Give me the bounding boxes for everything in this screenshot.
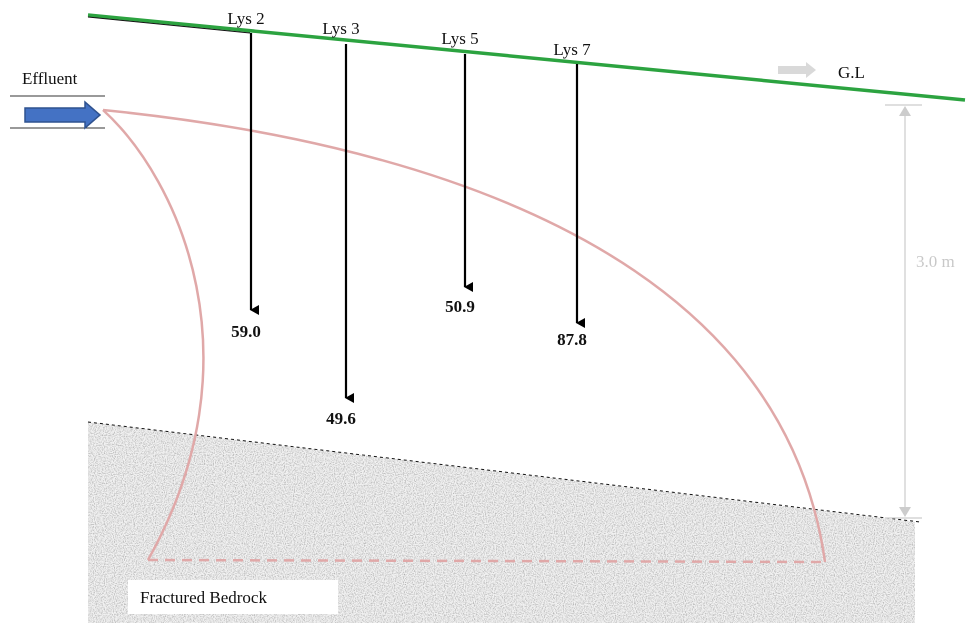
lysimeter-value: 87.8 (557, 330, 587, 349)
lysimeter-value: 49.6 (326, 409, 356, 428)
ground-line (87, 13, 966, 102)
ground-edge (87, 16, 251, 34)
depth-dimension (885, 104, 922, 519)
plume (102, 108, 827, 564)
lysimeter-label: Lys 7 (553, 40, 591, 59)
lysimeter-label: Lys 2 (227, 9, 264, 28)
lysimeter-value: 59.0 (231, 322, 261, 341)
gl-arrow (778, 62, 816, 78)
lysimeter-label: Lys 3 (322, 19, 359, 38)
lysimeter-value: 50.9 (445, 297, 475, 316)
depth-label: 3.0 m (916, 252, 955, 271)
gl-label: G.L (838, 63, 865, 82)
bedrock-label-box (128, 580, 338, 614)
lysimeters: Lys 2 59.0 Lys 3 49.6 Lys 5 50.9 Lys 7 87.8 (227, 9, 591, 428)
lysimeter-label: Lys 5 (441, 29, 478, 48)
effluent (10, 95, 105, 130)
bedrock-label: Fractured Bedrock (140, 588, 267, 607)
effluent-label: Effluent (22, 69, 78, 88)
